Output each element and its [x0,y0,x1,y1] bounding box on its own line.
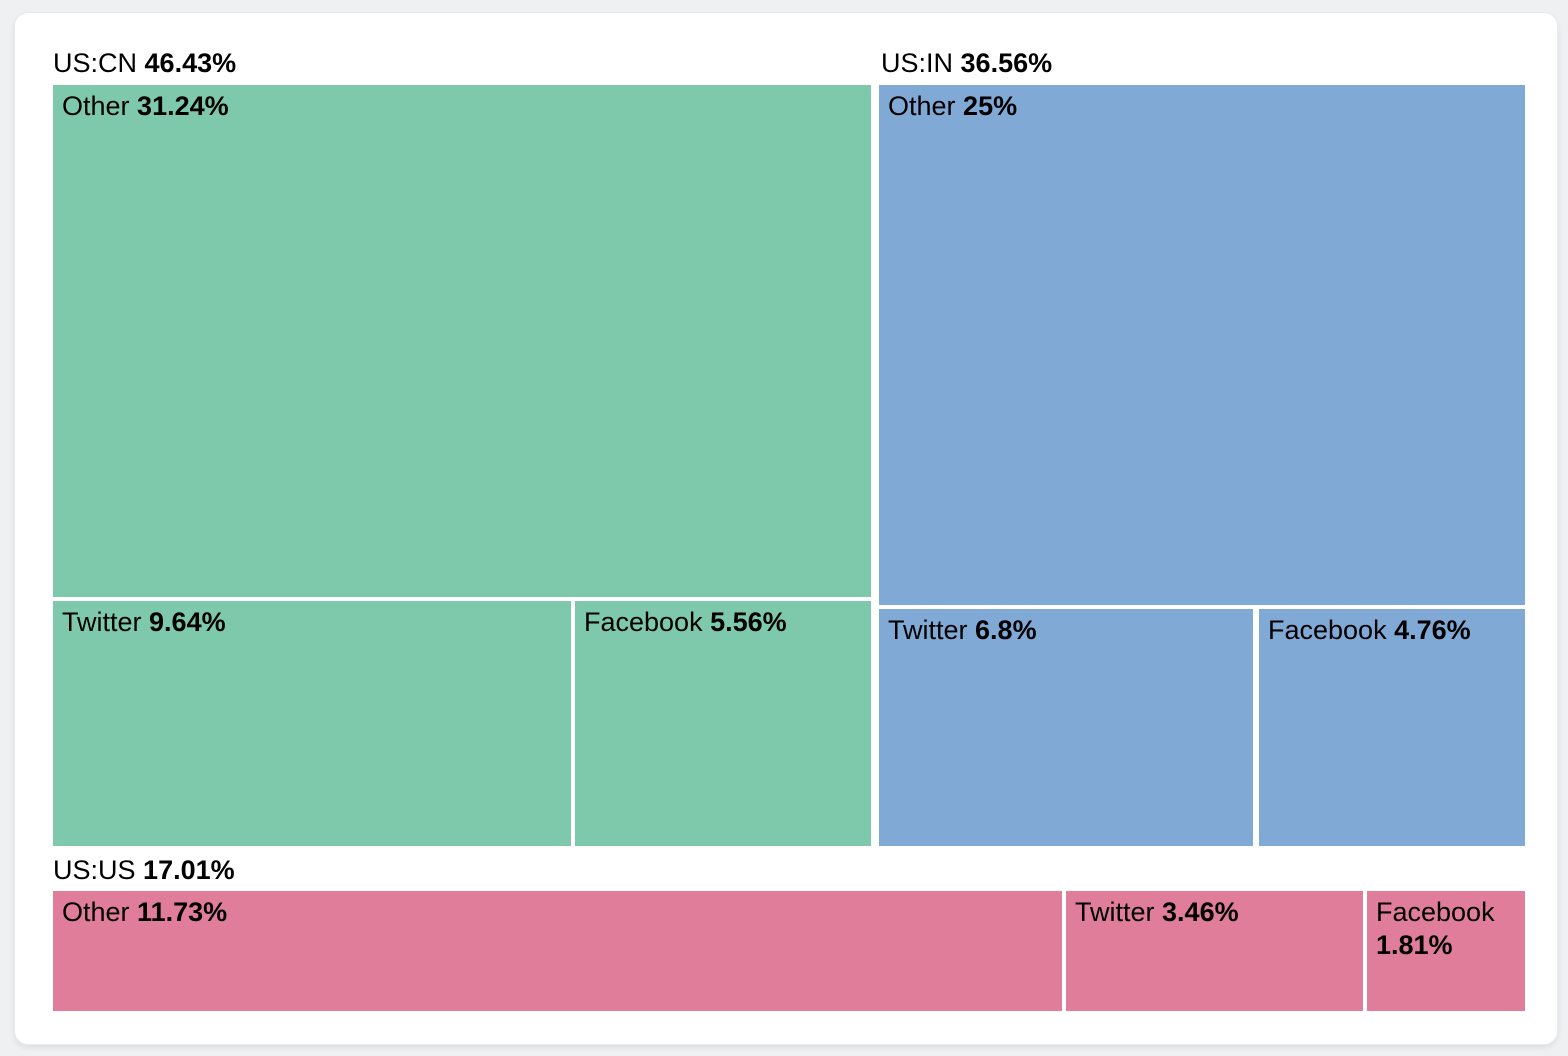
group-name: US:CN [53,48,138,78]
group-percent: 17.01% [143,855,235,885]
cell-name: Other [62,897,130,927]
treemap-cell-uscn-other[interactable]: Other 31.24% [53,85,871,597]
cell-percent: 11.73% [137,897,228,927]
treemap-cell-uscn-twitter[interactable]: Twitter 9.64% [53,601,571,846]
cell-percent: 31.24% [137,91,229,121]
cell-percent: 6.8% [975,615,1037,645]
cell-name: Facebook [584,607,703,637]
group-percent: 36.56% [960,48,1053,78]
group-label-uscn: US:CN 46.43% [53,46,236,80]
group-percent: 46.43% [144,48,237,78]
cell-name: Twitter [888,615,968,645]
cell-percent: 4.76% [1394,615,1471,645]
cell-percent: 5.56% [710,607,787,637]
cell-percent: 9.64% [149,607,226,637]
group-name: US:IN [881,48,954,78]
cell-percent: 3.46% [1162,897,1239,927]
treemap-cell-usus-facebook[interactable]: Facebook 1.81% [1367,891,1525,1011]
cell-name: Facebook [1376,897,1495,927]
cell-percent: 25% [963,91,1018,121]
cell-name: Facebook [1268,615,1387,645]
treemap-cell-usus-other[interactable]: Other 11.73% [53,891,1062,1011]
treemap-cell-usus-twitter[interactable]: Twitter 3.46% [1066,891,1363,1011]
treemap-cell-usin-other[interactable]: Other 25% [879,85,1525,605]
cell-name: Other [62,91,130,121]
group-name: US:US [53,855,136,885]
cell-name: Twitter [62,607,142,637]
treemap-card: US:CN 46.43% Other 31.24% Twitter 9.64% … [14,12,1558,1045]
cell-name: Other [888,91,956,121]
treemap-cell-uscn-facebook[interactable]: Facebook 5.56% [575,601,871,846]
group-label-usus: US:US 17.01% [53,853,235,887]
cell-name: Twitter [1075,897,1155,927]
group-label-usin: US:IN 36.56% [881,46,1052,80]
treemap-cell-usin-twitter[interactable]: Twitter 6.8% [879,609,1253,846]
treemap-chart: US:CN 46.43% Other 31.24% Twitter 9.64% … [15,13,1557,1044]
cell-percent: 1.81% [1376,930,1453,960]
treemap-cell-usin-facebook[interactable]: Facebook 4.76% [1259,609,1525,846]
